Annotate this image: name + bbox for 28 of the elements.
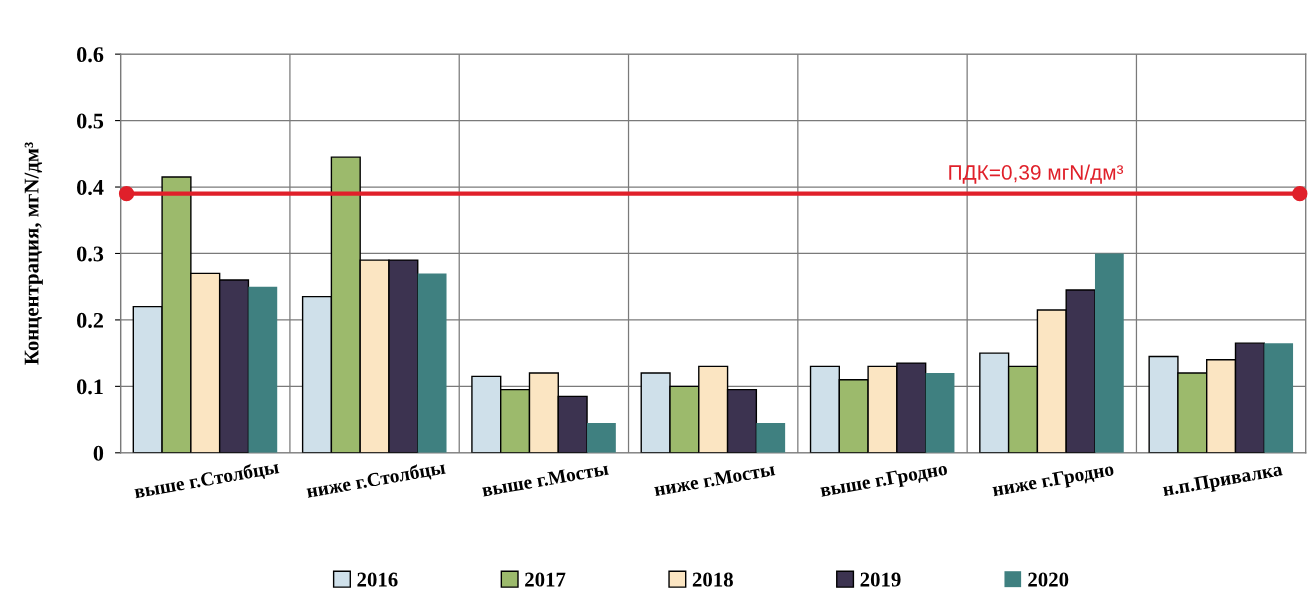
y-tick-label: 0.1	[77, 379, 103, 395]
x-tick-label: ниже г.Гродно	[991, 462, 1115, 501]
y-tick-label: 0.4	[77, 179, 104, 196]
x-tick-label: н.п.Привалка	[1162, 462, 1284, 501]
y-tick-label: 0	[93, 445, 104, 461]
bar	[1094, 253, 1124, 453]
y-tick-label: 0.5	[77, 113, 104, 129]
legend-label: 2018	[692, 572, 733, 587]
legend-label: 2019	[860, 572, 901, 587]
x-tick-label: ниже г.Столбцы	[305, 459, 447, 501]
legend-label: 2016	[357, 572, 398, 587]
bar	[1264, 343, 1294, 453]
ref-line-label: ПДК=0,39 мгN/дм³	[949, 164, 1124, 184]
bar	[925, 373, 955, 453]
legend-label: 2017	[525, 572, 566, 587]
y-tick-label: 0.6	[77, 47, 104, 63]
y-tick-label: 0.3	[77, 246, 104, 262]
bar	[248, 286, 278, 453]
y-tick-label: 0.2	[77, 312, 103, 328]
x-tick-label: ниже г.Мосты	[653, 462, 776, 497]
x-tick-label: выше г.Гродно	[819, 461, 949, 501]
bar	[417, 273, 447, 453]
bar	[756, 422, 786, 453]
bar	[587, 422, 616, 453]
x-tick-label: выше г.Столбцы	[133, 459, 280, 502]
legend-label: 2020	[1028, 572, 1069, 587]
y-axis-title: Концентрация, мгN/дм³	[24, 142, 43, 365]
x-tick-label: выше г.Мосты	[481, 461, 609, 497]
